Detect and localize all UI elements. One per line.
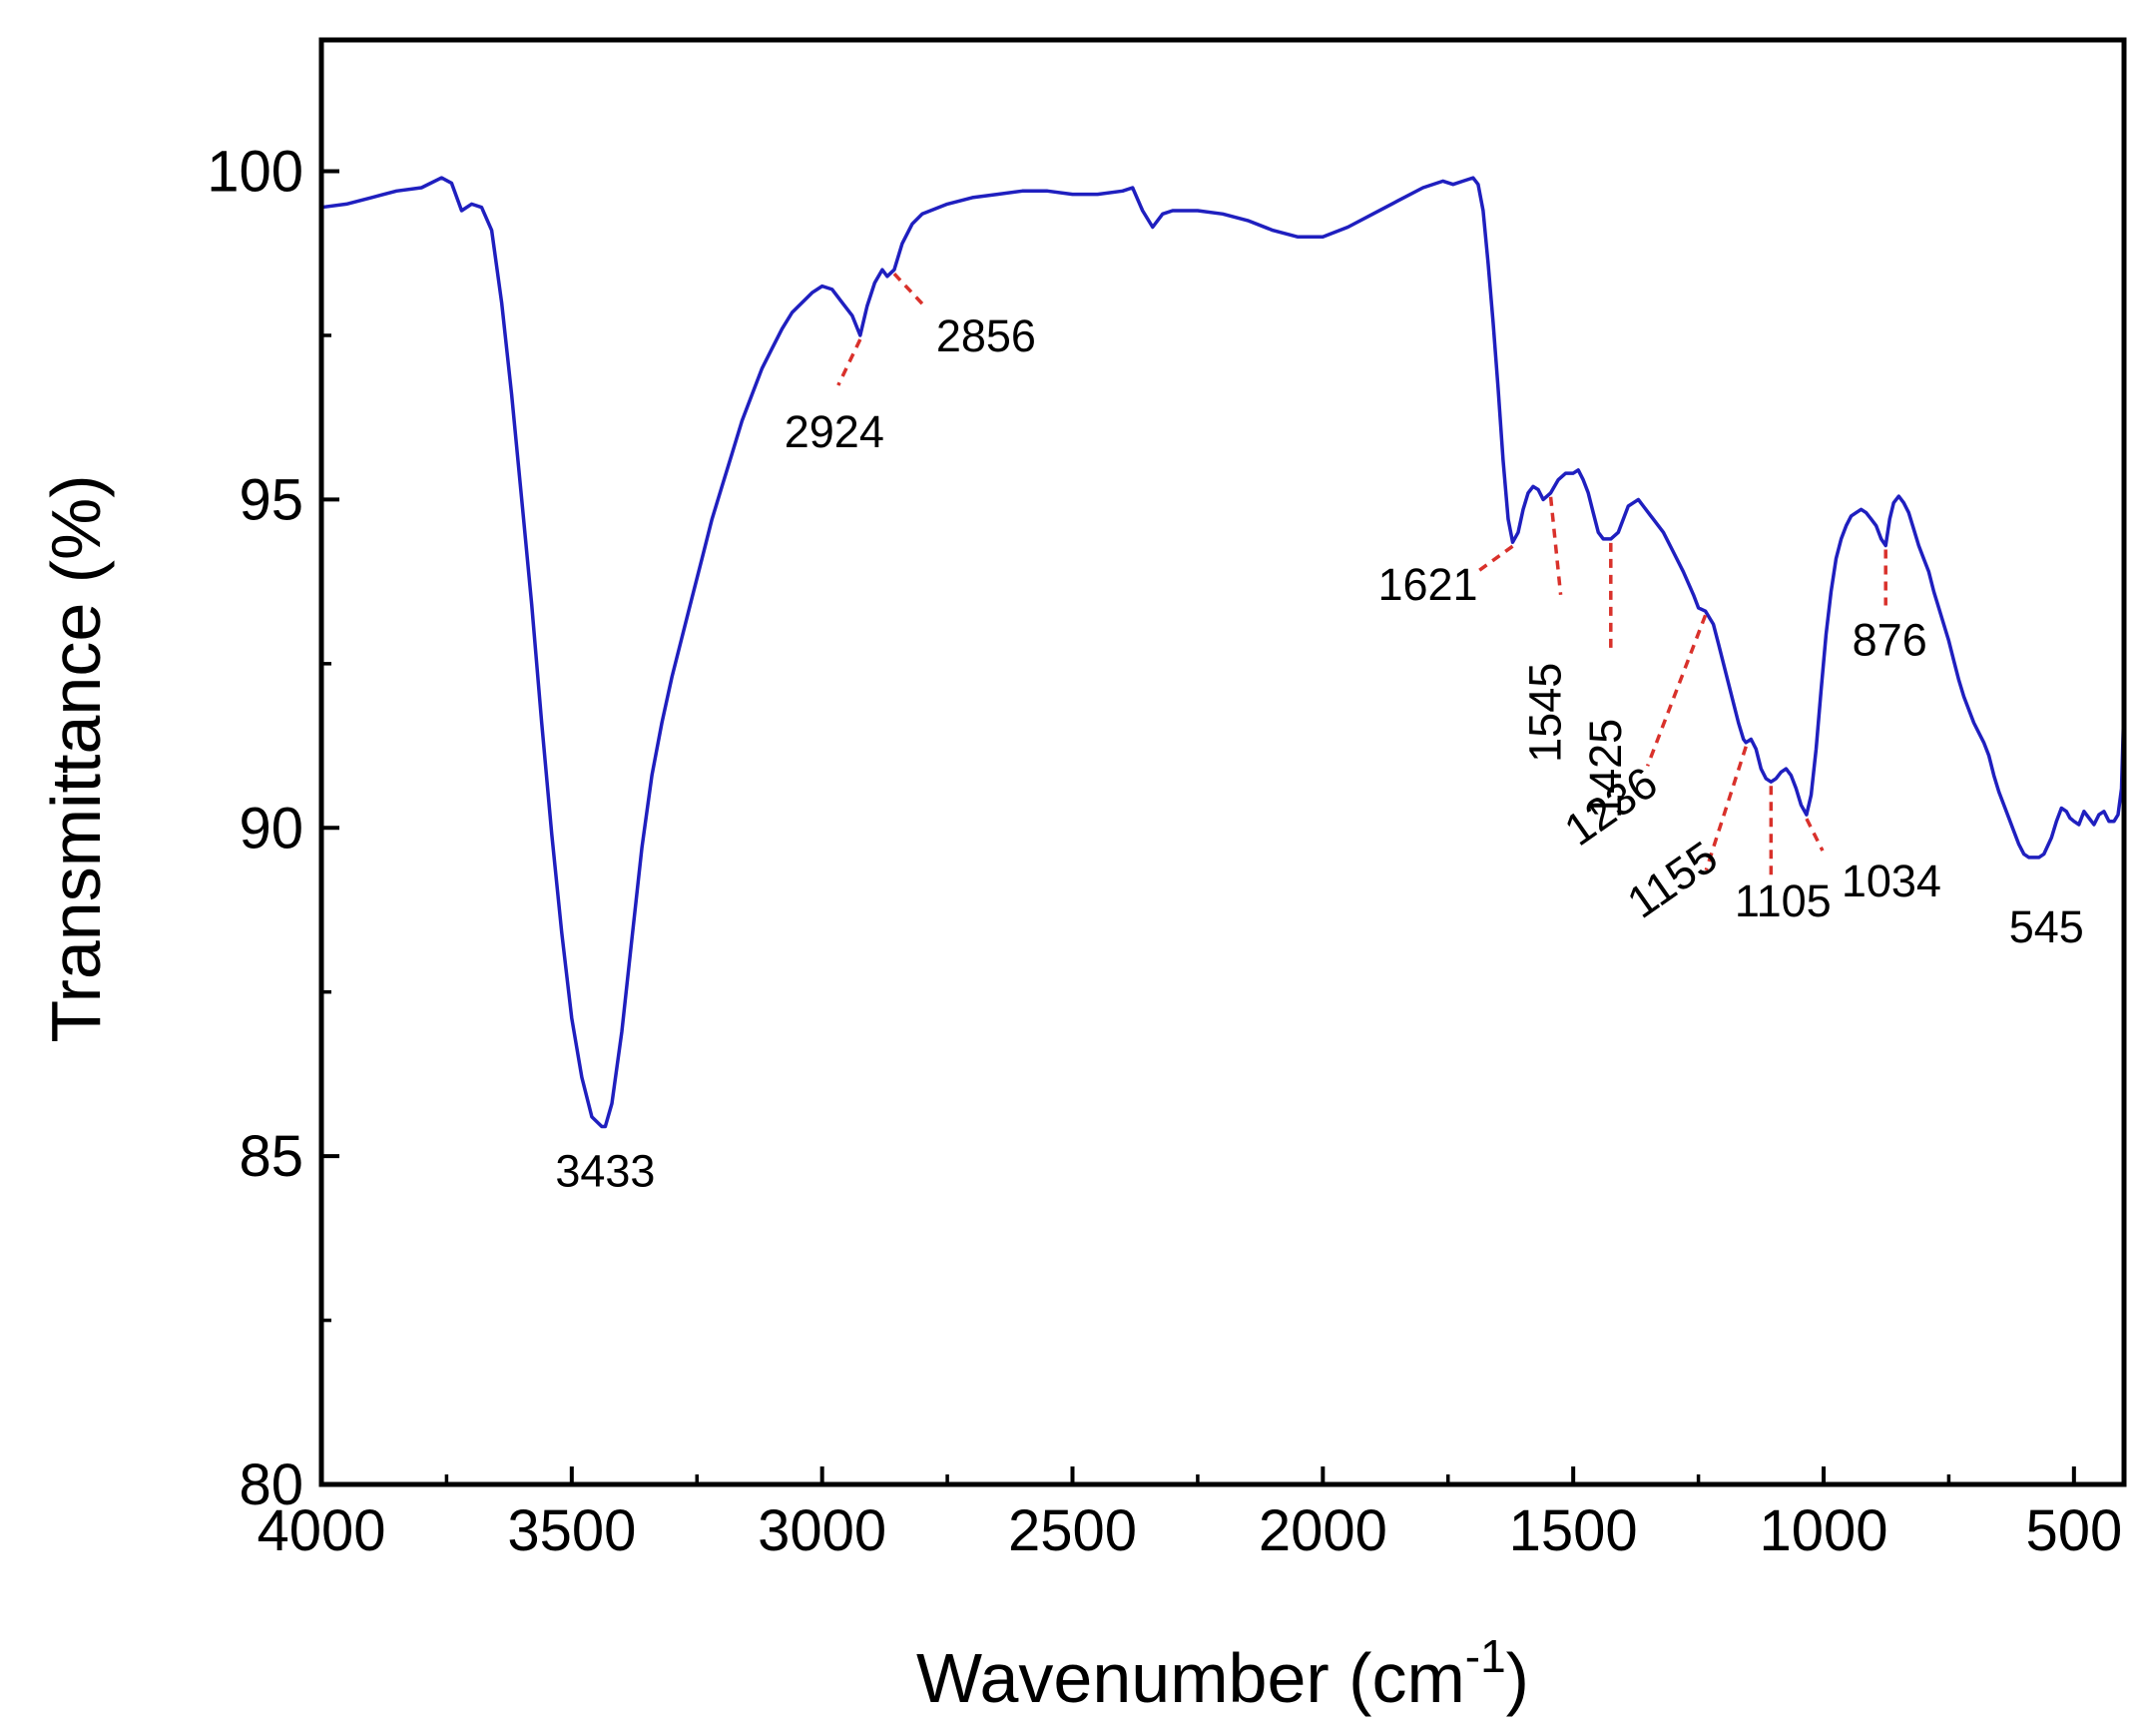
x-tick-label: 2000 <box>1259 1498 1387 1563</box>
x-tick-label: 3500 <box>507 1498 636 1563</box>
peak-label-1621: 1621 <box>1377 559 1477 610</box>
peak-leader-line <box>1548 496 1563 596</box>
x-tick-label: 1500 <box>1509 1498 1638 1563</box>
peak-leader-line <box>892 273 924 305</box>
y-tick-label: 100 <box>207 140 303 205</box>
x-tick-label: 4000 <box>257 1498 385 1563</box>
plot-frame <box>318 37 2127 1487</box>
x-tick-label: 3000 <box>758 1498 886 1563</box>
peak-label-876: 876 <box>1853 615 1927 666</box>
peak-leader-line <box>1805 818 1825 852</box>
peak-label-545: 545 <box>2009 901 2084 952</box>
peak-leader-line <box>1475 544 1514 574</box>
peak-leaders <box>836 273 1887 880</box>
y-tick-label: 90 <box>239 796 303 861</box>
peak-label-1155: 1155 <box>1618 831 1727 927</box>
x-axis-title: Wavenumber (cm-1) <box>916 1630 1529 1717</box>
x-tick-label: 500 <box>2025 1498 2122 1563</box>
x-axis-title-sup: -1 <box>1465 1630 1506 1682</box>
ticks-layer: 4000 3500 3000 2500 2000 1500 1000 500 80 85 90 95 1… <box>207 140 2122 1563</box>
x-axis-title-main: Wavenumber (cm <box>916 1639 1465 1717</box>
peak-label-1545: 1545 <box>1520 663 1571 763</box>
peak-leader-line <box>836 338 862 386</box>
peak-leader-line <box>1704 746 1748 871</box>
peak-label-1105: 1105 <box>1735 875 1832 926</box>
peak-leader-line <box>1645 614 1708 767</box>
x-axis-title-close: ) <box>1506 1639 1529 1717</box>
y-tick-label: 85 <box>239 1124 303 1189</box>
peak-label-2924: 2924 <box>785 406 884 457</box>
peak-label-2856: 2856 <box>936 310 1036 361</box>
y-axis-title: Transmittance (%) <box>37 474 115 1042</box>
y-tick-label: 80 <box>239 1452 303 1517</box>
peak-label-3433: 3433 <box>555 1146 655 1197</box>
peak-label-1034: 1034 <box>1842 856 1941 906</box>
peak-label-1425: 1425 <box>1580 719 1631 819</box>
x-tick-label: 1000 <box>1759 1498 1887 1563</box>
y-tick-label: 95 <box>239 467 303 532</box>
x-tick-label: 2500 <box>1008 1498 1137 1563</box>
spectrum-line <box>320 176 2126 1129</box>
